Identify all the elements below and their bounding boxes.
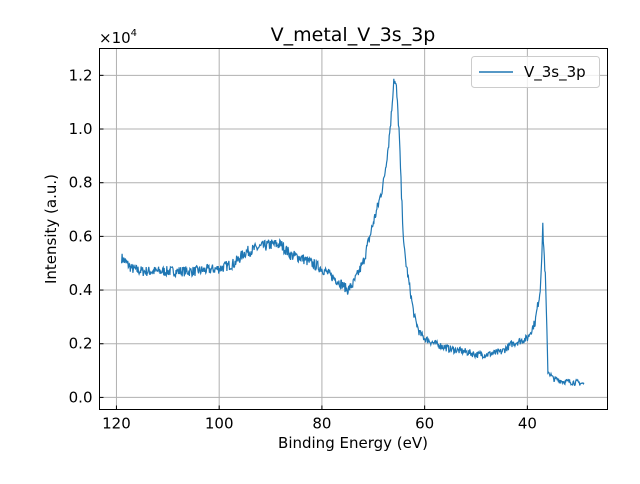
y-tick-label: 0.6 bbox=[69, 227, 93, 245]
grid bbox=[99, 48, 608, 410]
y-tick-label: 0.2 bbox=[69, 335, 93, 353]
x-tick-label: 100 bbox=[205, 415, 234, 433]
x-tick-label: 120 bbox=[102, 415, 131, 433]
x-tick-label: 80 bbox=[312, 415, 331, 433]
y-offset-text: ×104 bbox=[99, 28, 137, 47]
x-tick-label: 40 bbox=[518, 415, 537, 433]
y-tick-label: 1.2 bbox=[69, 66, 93, 84]
y-tick-label: 0.0 bbox=[69, 388, 93, 406]
series-layer bbox=[121, 78, 585, 387]
chart-title: V_metal_V_3s_3p bbox=[271, 24, 436, 46]
axis-ticks: 120 100 80 60 40 0.0 0.2 0.4 0.6 0.8 1.0 1.2 bbox=[69, 66, 537, 432]
legend-box bbox=[471, 56, 600, 88]
y-tick-label: 0.8 bbox=[69, 174, 93, 192]
legend-label-v-3s-3p: V_3s_3p bbox=[524, 63, 586, 82]
y-axis-label: Intensity (a.u.) bbox=[42, 174, 60, 284]
legend: V_3s_3p bbox=[471, 56, 600, 88]
x-axis-label: Binding Energy (eV) bbox=[278, 434, 428, 452]
y-tick-label: 0.4 bbox=[69, 281, 93, 299]
plot-frame bbox=[99, 48, 608, 410]
series-line-v-3s-3p bbox=[121, 78, 585, 387]
x-tick-label: 60 bbox=[415, 415, 434, 433]
y-tick-label: 1.0 bbox=[69, 120, 93, 138]
